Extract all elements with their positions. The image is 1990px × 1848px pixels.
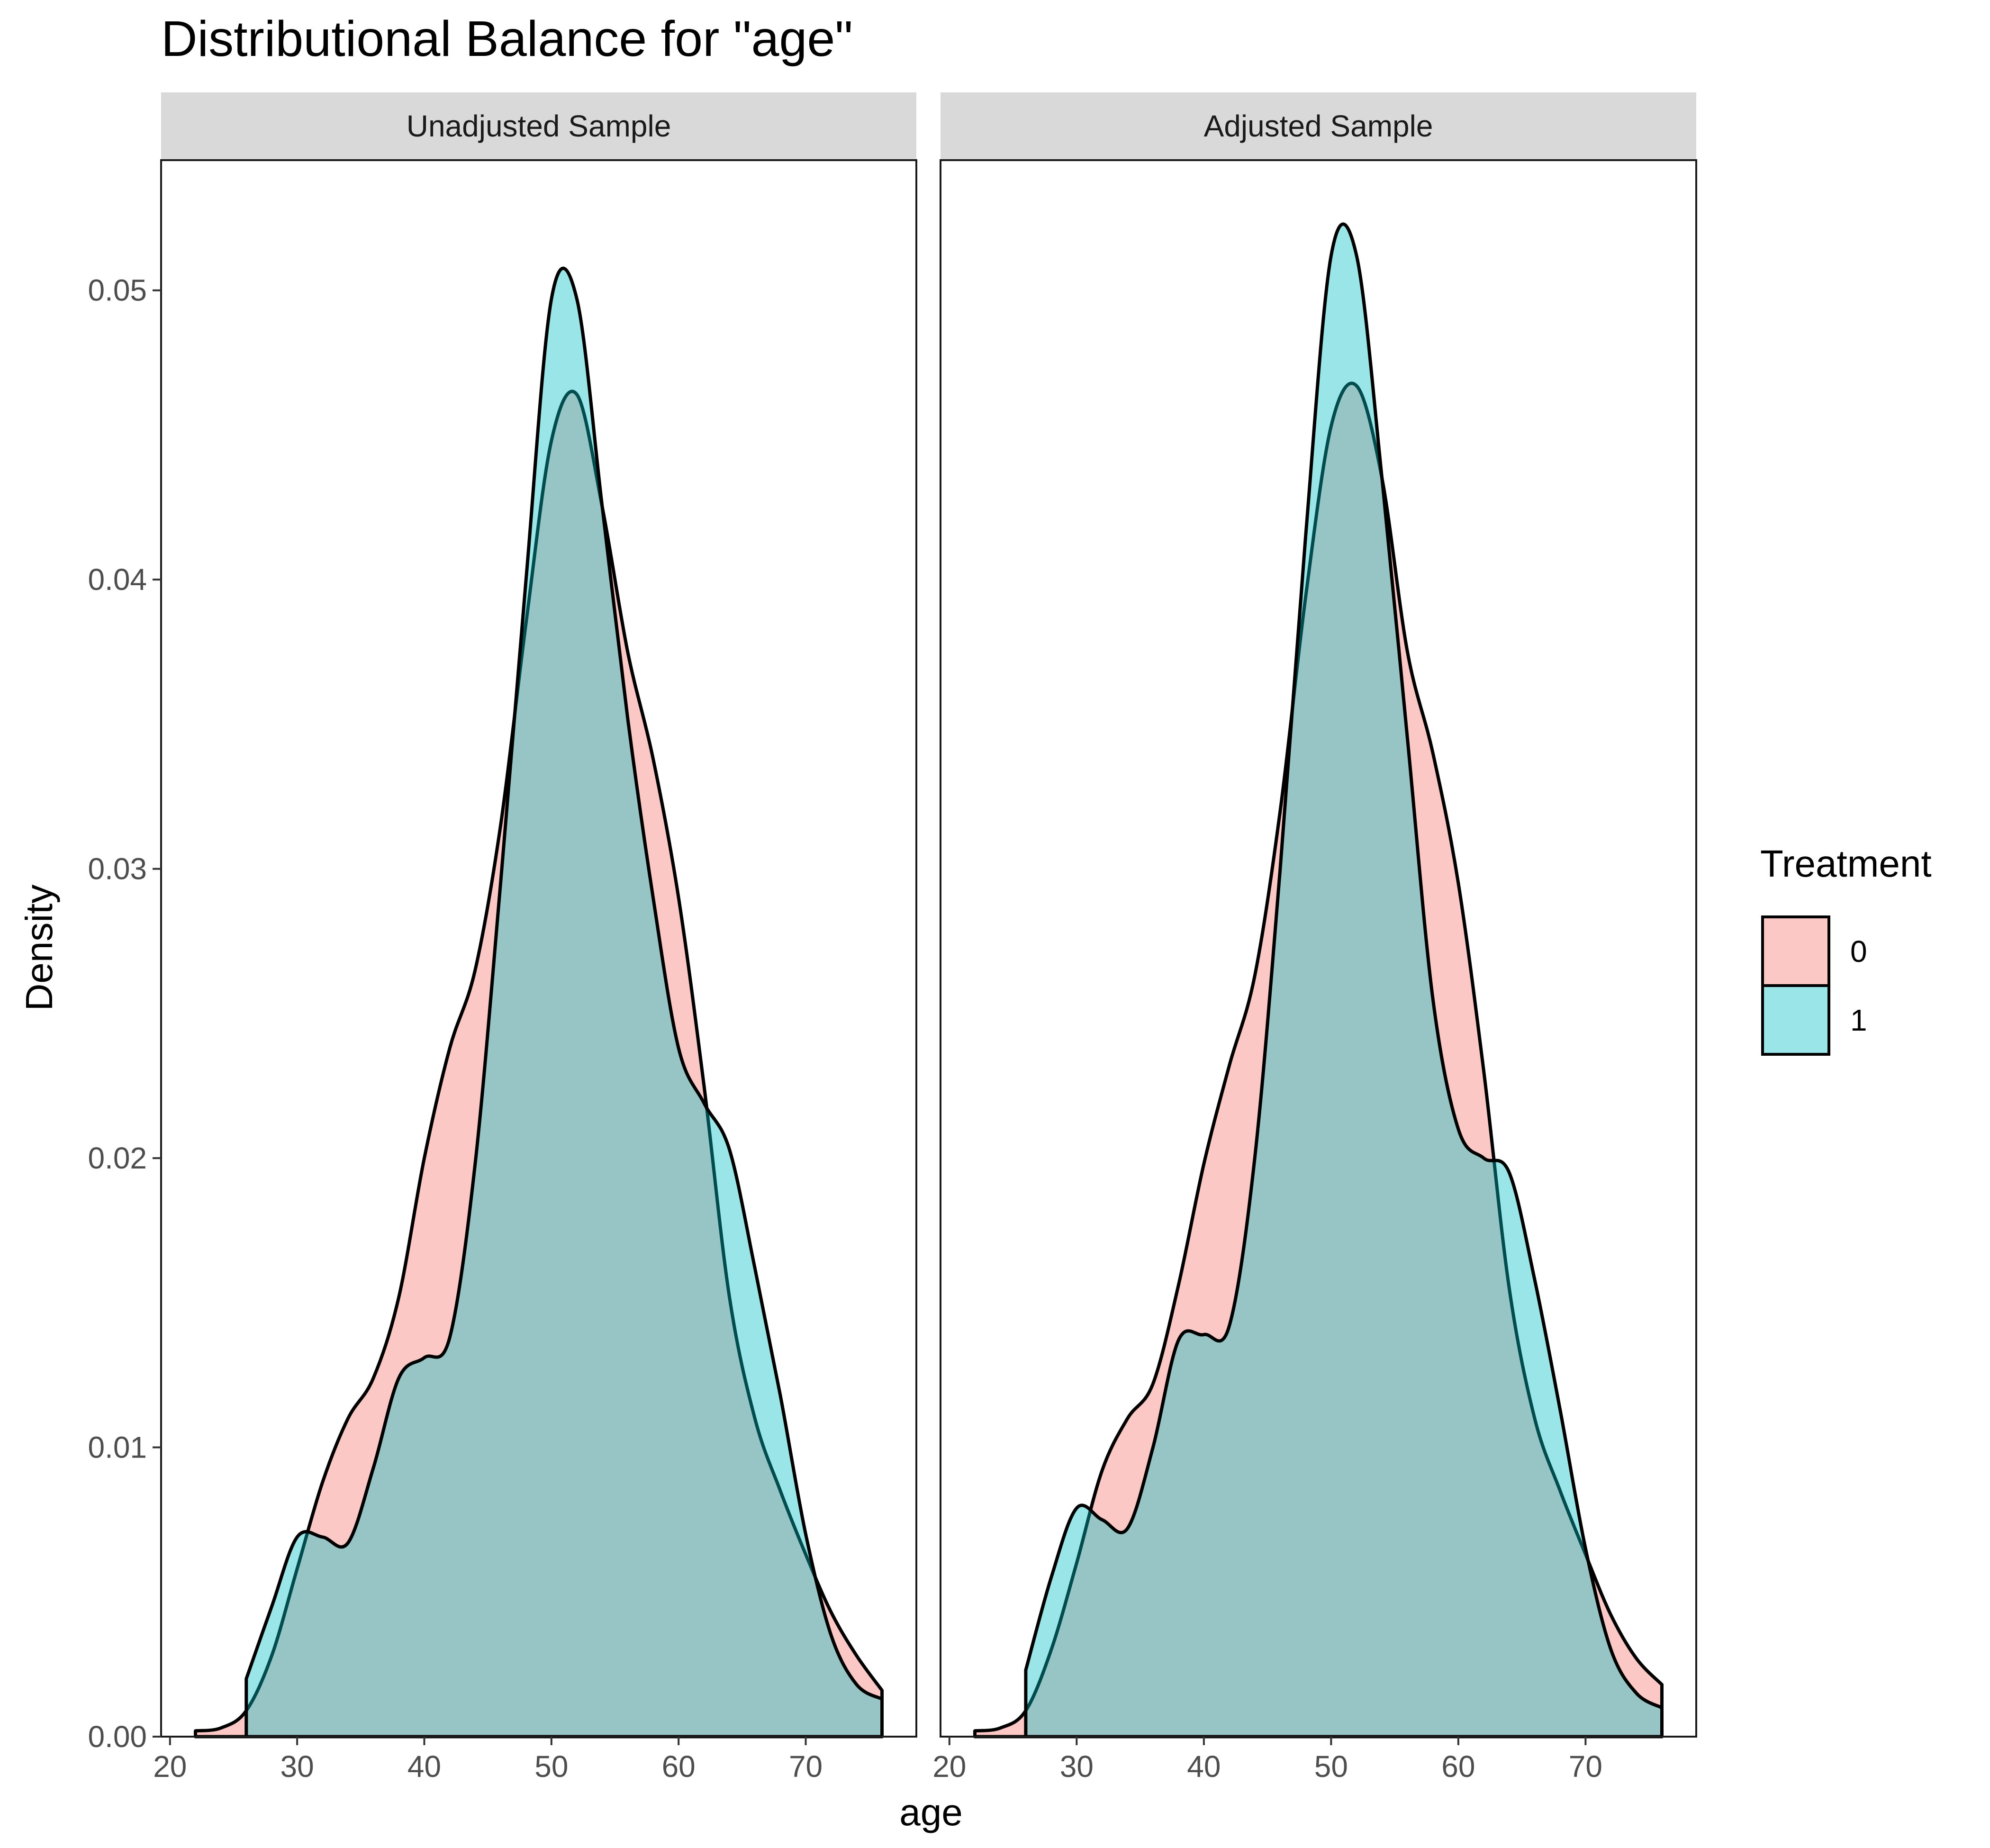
legend-item-label: 1 (1850, 1003, 1867, 1037)
legend-title: Treatment (1760, 842, 1932, 885)
x-tick-label: 60 (662, 1749, 696, 1784)
x-tick-label: 30 (1060, 1749, 1094, 1784)
legend-key-swatch (1761, 915, 1830, 987)
panel-border (940, 159, 1697, 1738)
panel-border (160, 159, 917, 1738)
y-tick-label: 0.01 (88, 1431, 147, 1465)
x-tick-label: 40 (1187, 1749, 1221, 1784)
facet-panel-adjusted: Adjusted Sample 20 30 40 50 60 70 (932, 92, 1697, 1784)
facet-panels: Unadjusted Sample 20 30 40 50 60 70 0.00 0.01 0.0… (88, 92, 1697, 1784)
x-tick-label: 40 (407, 1749, 441, 1784)
facet-strip-label: Adjusted Sample (1204, 109, 1433, 143)
legend-item-0: 0 (1761, 915, 1867, 987)
x-tick-label: 50 (1314, 1749, 1348, 1784)
y-tick-label: 0.02 (88, 1141, 147, 1175)
density-area-treatment-1 (244, 266, 884, 1739)
legend-items: 01 (1761, 915, 1867, 1056)
x-axis-title: age (899, 1791, 962, 1833)
legend-item-label: 0 (1850, 934, 1867, 969)
x-tick-label: 70 (789, 1749, 823, 1784)
facet-strip (941, 92, 1696, 160)
chart-title: Distributional Balance for "age" (161, 11, 853, 67)
legend: Treatment 01 (1760, 842, 1932, 1056)
x-tick-label: 70 (1569, 1749, 1602, 1784)
legend-key-background (1763, 986, 1829, 1054)
x-tick-label: 20 (932, 1749, 966, 1784)
density-area-treatment-1 (1024, 222, 1664, 1739)
y-tick-label: 0.00 (88, 1720, 147, 1754)
legend-key-background (1763, 917, 1829, 986)
y-tick-label: 0.04 (88, 562, 147, 597)
facet-strip (161, 92, 916, 160)
facet-strip-label: Unadjusted Sample (407, 109, 671, 143)
density-area-treatment-0 (194, 390, 884, 1739)
y-axis-title: Density (18, 885, 60, 1011)
facet-panel-unadjusted: Unadjusted Sample 20 30 40 50 60 70 0.00 0.01 0.0… (88, 92, 917, 1784)
x-tick-label: 20 (153, 1749, 187, 1784)
density-area-treatment-0 (973, 381, 1664, 1739)
x-tick-label: 60 (1441, 1749, 1475, 1784)
y-tick-label: 0.03 (88, 852, 147, 886)
legend-key-swatch (1761, 984, 1830, 1056)
x-tick-label: 50 (534, 1749, 568, 1784)
y-tick-label: 0.05 (88, 273, 147, 308)
legend-item-1: 1 (1761, 984, 1867, 1056)
x-tick-label: 30 (280, 1749, 314, 1784)
